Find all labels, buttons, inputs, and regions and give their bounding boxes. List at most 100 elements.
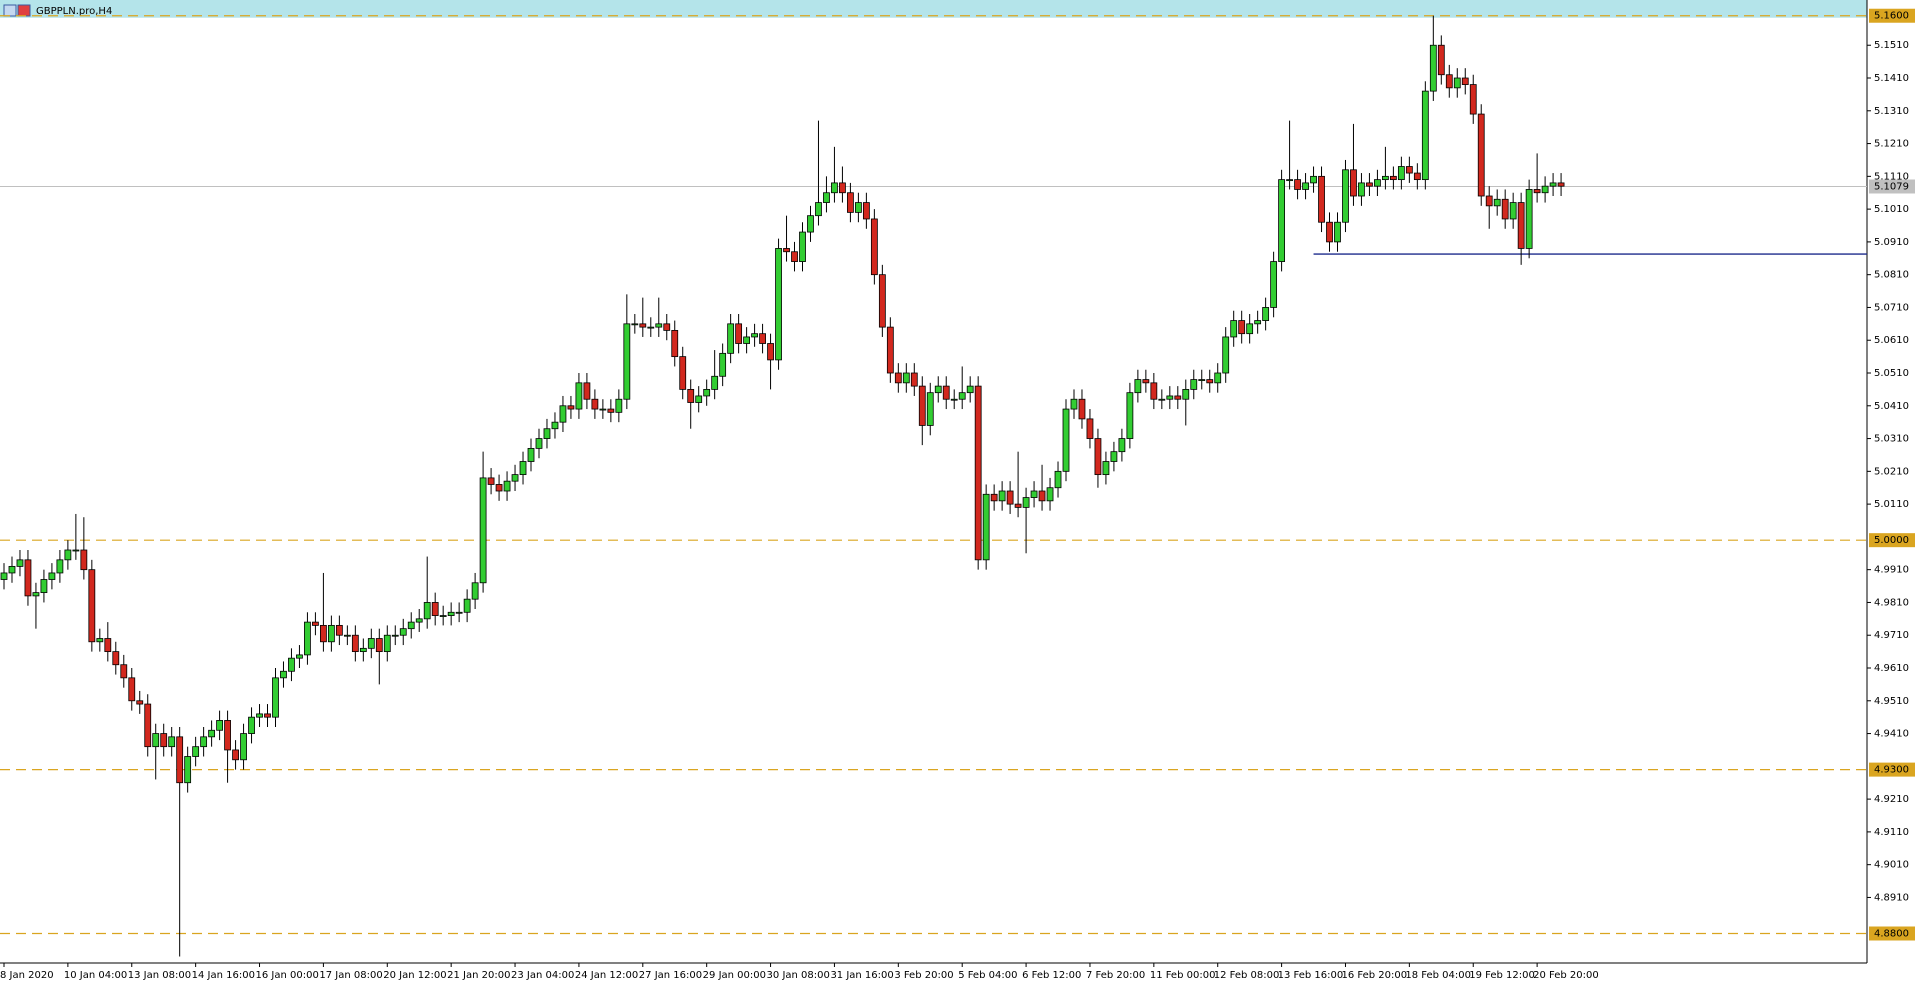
candle-body [16,559,24,567]
candle-body [160,733,168,748]
candle-body [998,490,1006,502]
candle-body [208,729,216,738]
candle-body [1054,470,1062,489]
candle-body [775,248,782,361]
y-tick-label: 4.9210 [1874,794,1909,805]
candle-body [423,602,431,620]
candle-body [831,182,838,194]
candle-body [136,700,144,705]
candle-body [1557,182,1565,187]
candle-body [910,372,918,387]
y-tick-label: 4.8910 [1874,892,1909,903]
x-tick-label: 13 Feb 16:00 [1278,970,1344,981]
candle-body [1374,179,1381,187]
candle-body [839,182,846,194]
candle-body [527,447,535,462]
x-tick-label: 7 Feb 20:00 [1086,970,1145,981]
candle-body [1310,175,1317,184]
candle-body [671,329,679,358]
candle-body [719,352,727,377]
candle-body [791,251,798,262]
candle-body [1302,182,1309,190]
candle-body [631,323,639,326]
candle-body [743,336,751,344]
candle-body [1014,503,1022,508]
y-tick-label: 5.0410 [1874,401,1909,412]
candle-body [663,323,671,331]
candle-body [1493,198,1501,207]
candle-body [1254,320,1262,325]
candle-body [264,713,271,718]
y-tick-label: 5.0910 [1874,237,1909,248]
candle-body [248,716,255,734]
candle-body [104,638,112,653]
x-tick-label: 20 Feb 20:00 [1533,970,1599,981]
candle-body [854,202,862,213]
candle-body [272,677,279,718]
candle-body [280,670,287,679]
candle-body [463,598,471,613]
candle-body [1294,179,1301,190]
x-tick-label: 31 Jan 16:00 [830,970,893,981]
candle-body [56,559,64,574]
candle-body [1230,320,1238,338]
candle-body [599,408,607,411]
candle-body [1174,395,1182,400]
candle-body [1469,84,1477,115]
candle-body [1030,490,1038,498]
candle-body [144,703,152,748]
candle-body [823,192,830,203]
x-tick-label: 17 Jan 08:00 [319,970,382,981]
candle-body [1397,166,1405,181]
candle-body [351,634,359,653]
candle-body [759,333,766,344]
symbol-icon [3,4,17,17]
candle-body [870,218,878,276]
candle-body [958,392,966,400]
candle-body [575,382,583,410]
candle-body [1358,182,1365,197]
candle-body [359,647,367,653]
candle-body [1038,490,1046,502]
y-tick-label: 4.9810 [1874,597,1909,608]
x-tick-label: 21 Jan 20:00 [447,970,510,981]
candle-body [878,274,886,328]
candle-body [1461,77,1469,85]
y-tick-label: 4.9010 [1874,860,1909,871]
candle-body [503,480,511,492]
candle-body [1022,497,1030,508]
candle-body [1405,166,1413,174]
y-tick-label: 5.1210 [1874,139,1909,150]
candle-body [367,638,375,649]
x-tick-label: 23 Jan 04:00 [511,970,574,981]
candle-body [1509,202,1517,220]
candle-body [1158,398,1166,401]
y-tick-label: 5.0510 [1874,368,1909,379]
candle-body [1262,307,1270,321]
x-tick-label: 20 Jan 12:00 [383,970,446,981]
candle-body [1501,198,1509,220]
candle-body [1389,175,1397,181]
candle-body [224,720,231,751]
candle-body [1533,189,1541,194]
x-tick-label: 12 Feb 08:00 [1214,970,1280,981]
x-tick-label: 16 Jan 00:00 [256,970,319,981]
candle-body [88,569,96,643]
candle-body [1366,182,1373,187]
candle-body [711,375,719,390]
candle-body [862,202,870,220]
candle-body [535,438,543,449]
level-label-box [1869,762,1915,777]
candle-body [727,323,735,354]
candle-body [200,736,208,748]
candle-body [471,582,479,600]
candle-body [918,385,926,426]
candle-body [479,477,487,584]
candle-body [1198,379,1206,381]
candle-body [647,326,655,329]
current-price-label: 5.1079 [1874,182,1909,193]
candle-body [607,408,615,413]
candle-body [1094,438,1102,476]
candle-body [1413,172,1421,181]
candle-body [32,592,40,597]
